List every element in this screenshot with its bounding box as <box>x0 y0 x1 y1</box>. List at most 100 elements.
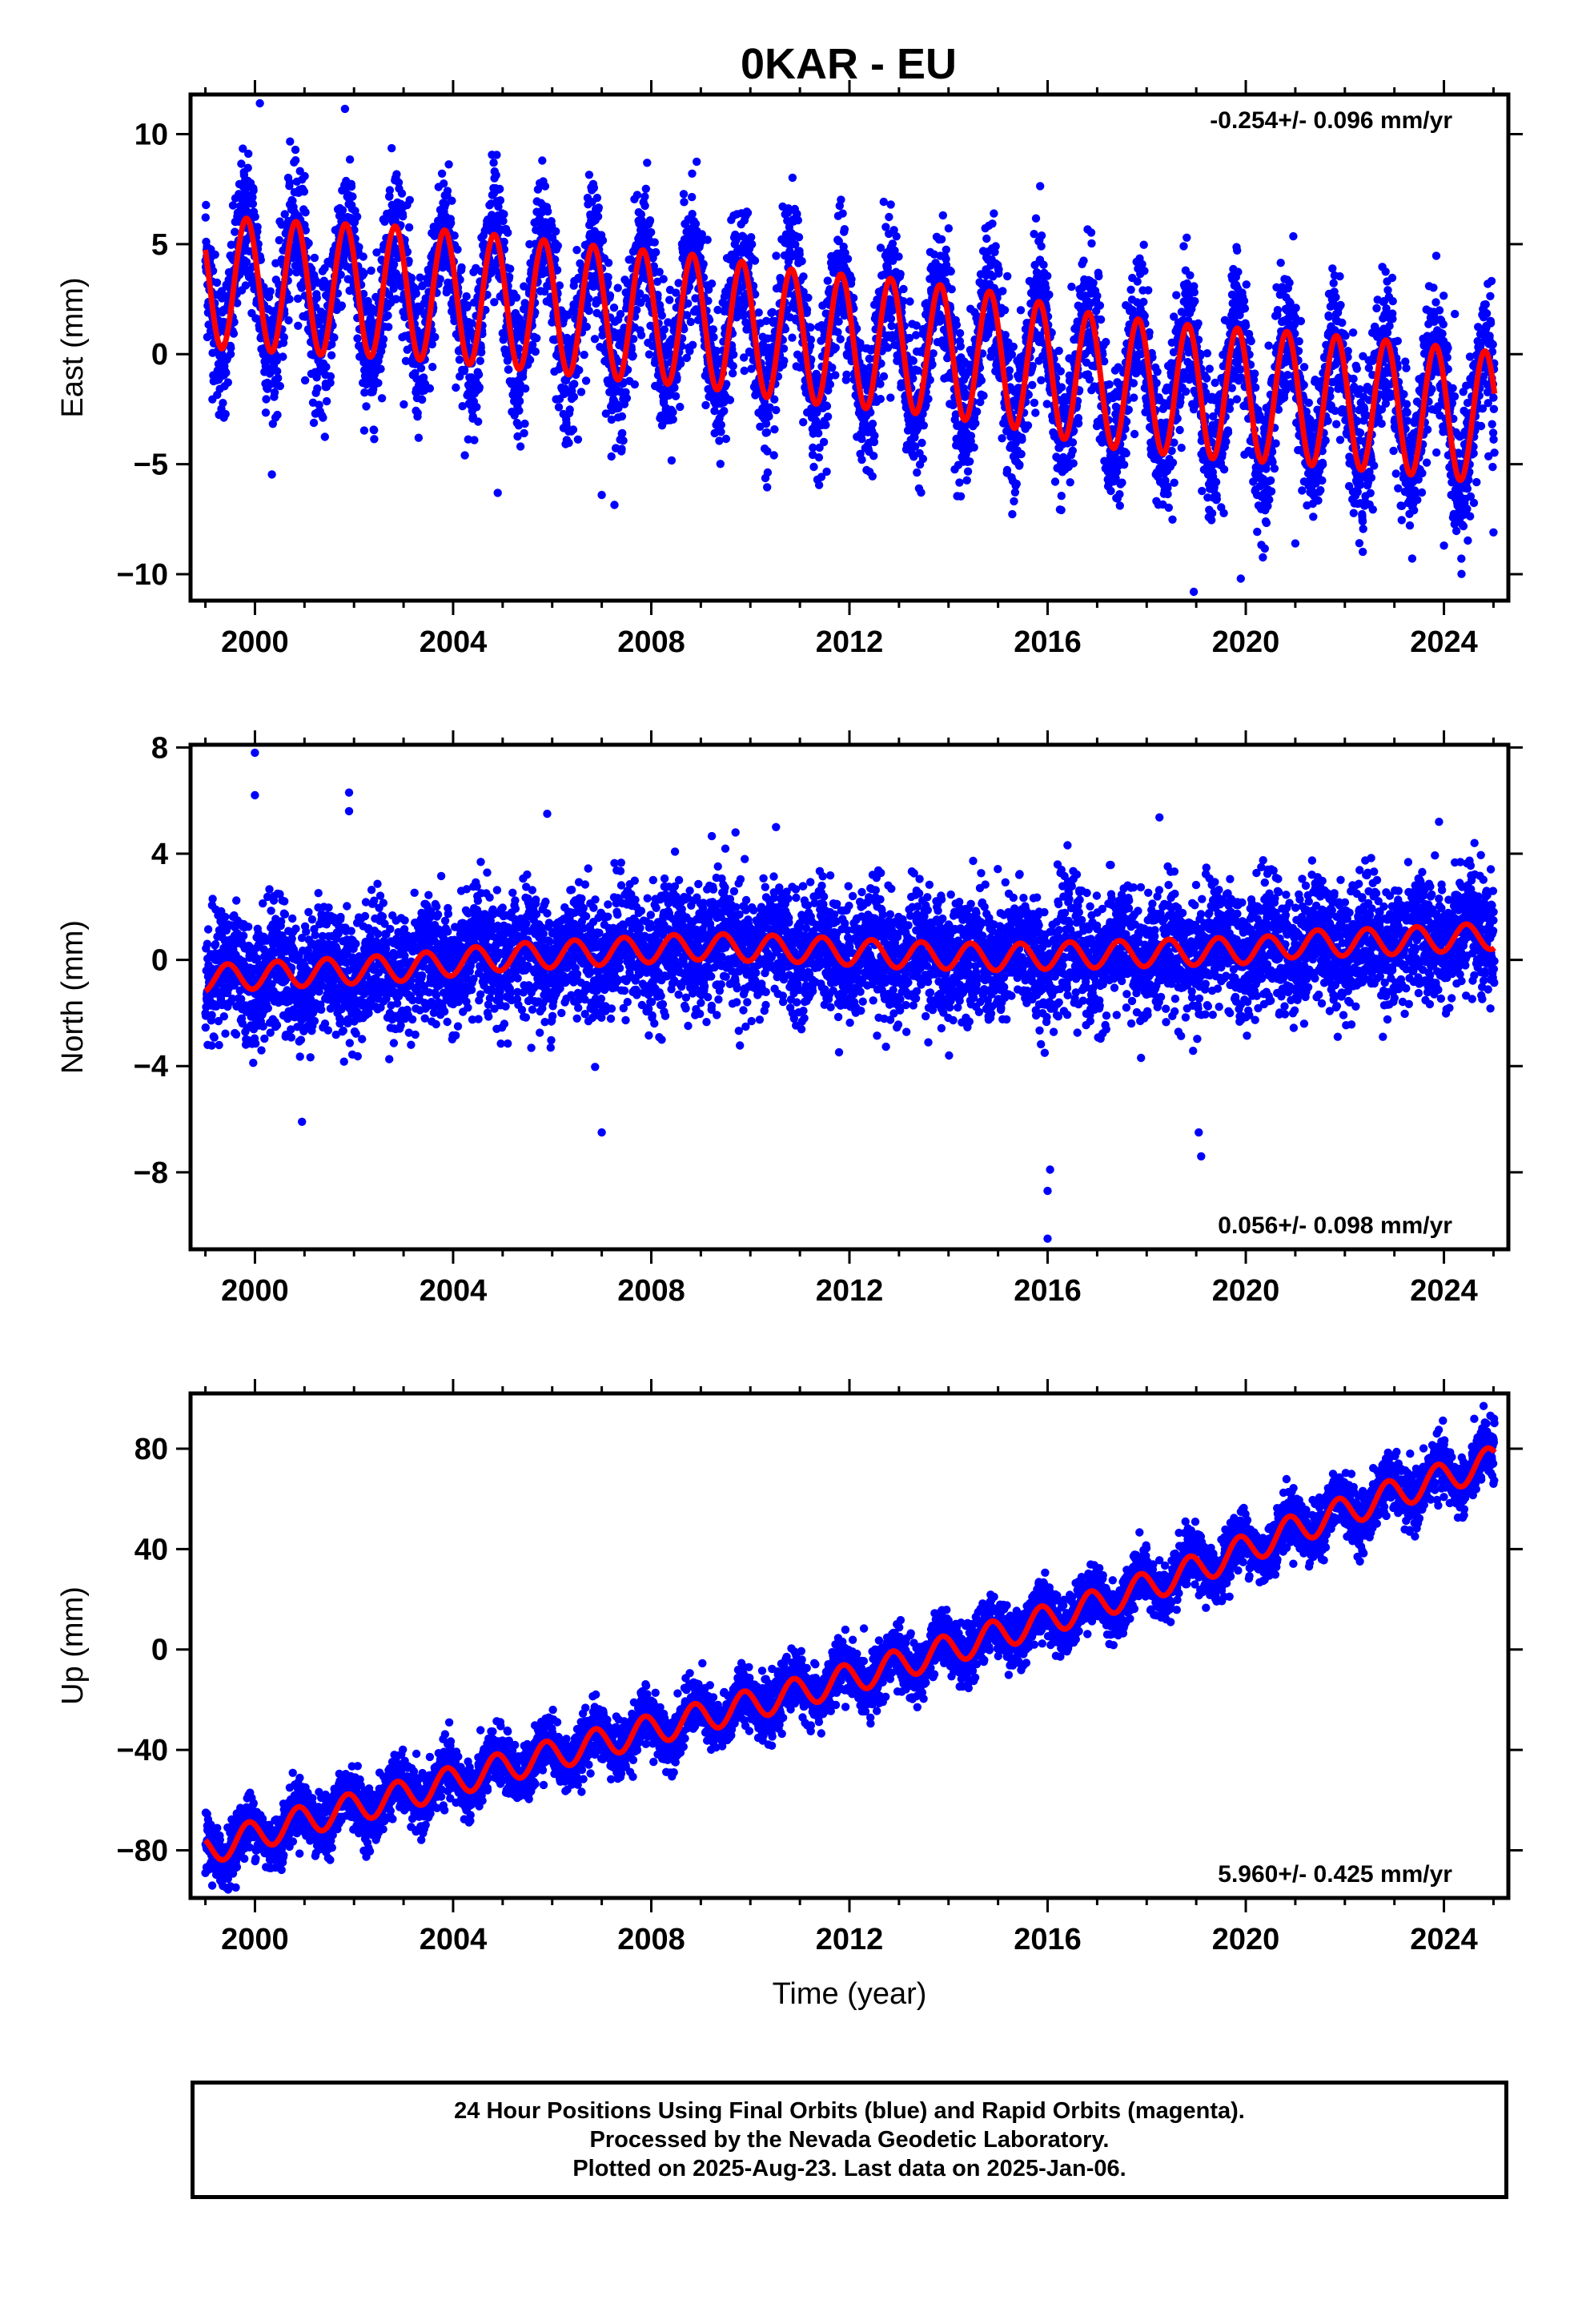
east-point <box>955 328 965 338</box>
east-point <box>407 274 416 283</box>
east-point <box>994 265 1003 274</box>
east-point <box>590 335 600 344</box>
east-point <box>688 192 697 202</box>
east-point <box>294 321 303 330</box>
east-point <box>998 287 1007 296</box>
east-point <box>463 301 472 310</box>
east-point <box>359 252 367 261</box>
east-point <box>1122 448 1130 458</box>
east-point <box>913 468 921 477</box>
east-point <box>477 348 486 357</box>
east-point <box>1089 279 1098 287</box>
east-point <box>799 418 808 427</box>
east-point <box>806 336 816 344</box>
east-point <box>309 418 319 428</box>
east-point <box>476 356 484 365</box>
east-point <box>444 160 453 169</box>
east-point <box>378 341 387 350</box>
east-point <box>345 155 355 164</box>
east-point <box>525 356 535 364</box>
east-point <box>840 225 849 234</box>
east-point <box>729 369 737 378</box>
east-point <box>828 363 837 372</box>
east-point <box>532 334 541 343</box>
east-point <box>464 435 472 444</box>
east-point <box>641 184 650 193</box>
east-point <box>814 453 824 462</box>
east-point <box>1066 478 1074 487</box>
east-point <box>1015 460 1024 469</box>
east-point <box>394 178 404 187</box>
east-point <box>886 393 895 402</box>
east-point <box>1102 337 1110 347</box>
east-point <box>717 420 725 429</box>
east-point <box>886 200 895 209</box>
east-point <box>462 292 471 301</box>
east-point <box>667 456 677 465</box>
east-point <box>496 196 505 205</box>
east-point <box>707 279 717 288</box>
east-point <box>1037 376 1046 384</box>
east-point <box>1016 306 1026 315</box>
east-point <box>652 247 661 257</box>
east-point <box>609 304 619 312</box>
east-point <box>568 425 578 434</box>
east-point <box>275 235 283 245</box>
east-point <box>372 248 381 257</box>
east-point <box>947 285 956 294</box>
east-point <box>441 199 450 208</box>
east-point <box>291 156 300 165</box>
east-point <box>1030 398 1039 408</box>
east-point <box>370 425 379 435</box>
east-point <box>582 322 591 332</box>
east-point <box>237 159 246 168</box>
east-point <box>669 408 677 416</box>
east-point <box>613 283 622 292</box>
east-point <box>387 143 396 153</box>
east-point <box>843 255 853 263</box>
east-point <box>797 256 806 266</box>
east-point <box>301 226 310 235</box>
east-point <box>383 311 392 320</box>
east-point <box>1012 480 1022 489</box>
east-point <box>315 400 323 409</box>
east-point <box>655 267 664 276</box>
east-point <box>772 405 781 415</box>
east-point <box>942 245 951 254</box>
east-point <box>581 376 591 385</box>
east-point <box>219 399 227 408</box>
east-point <box>770 425 779 434</box>
east-point <box>632 191 642 199</box>
east-point <box>1129 379 1138 388</box>
east-point <box>279 333 288 342</box>
east-point <box>310 253 319 263</box>
east-point <box>594 203 603 212</box>
east-point <box>284 316 293 325</box>
east-point <box>703 235 712 244</box>
east-point <box>552 227 560 236</box>
east-point <box>665 296 674 304</box>
east-point <box>337 301 347 310</box>
east-point <box>450 316 459 326</box>
east-point <box>1069 459 1078 468</box>
east-point <box>273 367 282 376</box>
east-point <box>336 270 345 279</box>
east-point <box>622 394 632 403</box>
east-point <box>1008 509 1017 519</box>
east-point <box>617 412 627 421</box>
east-point <box>1057 492 1066 501</box>
east-point <box>701 400 710 410</box>
east-point <box>326 372 335 381</box>
east-point <box>680 198 689 207</box>
east-point <box>504 228 512 237</box>
east-point <box>772 251 781 260</box>
east-point <box>1039 260 1048 269</box>
east-point <box>814 428 823 438</box>
east-point <box>211 250 219 259</box>
east-point <box>952 320 962 329</box>
east-point <box>288 196 297 205</box>
east-point <box>1023 421 1033 430</box>
east-point <box>272 356 281 365</box>
east-point <box>330 333 339 342</box>
east-point <box>223 378 232 387</box>
